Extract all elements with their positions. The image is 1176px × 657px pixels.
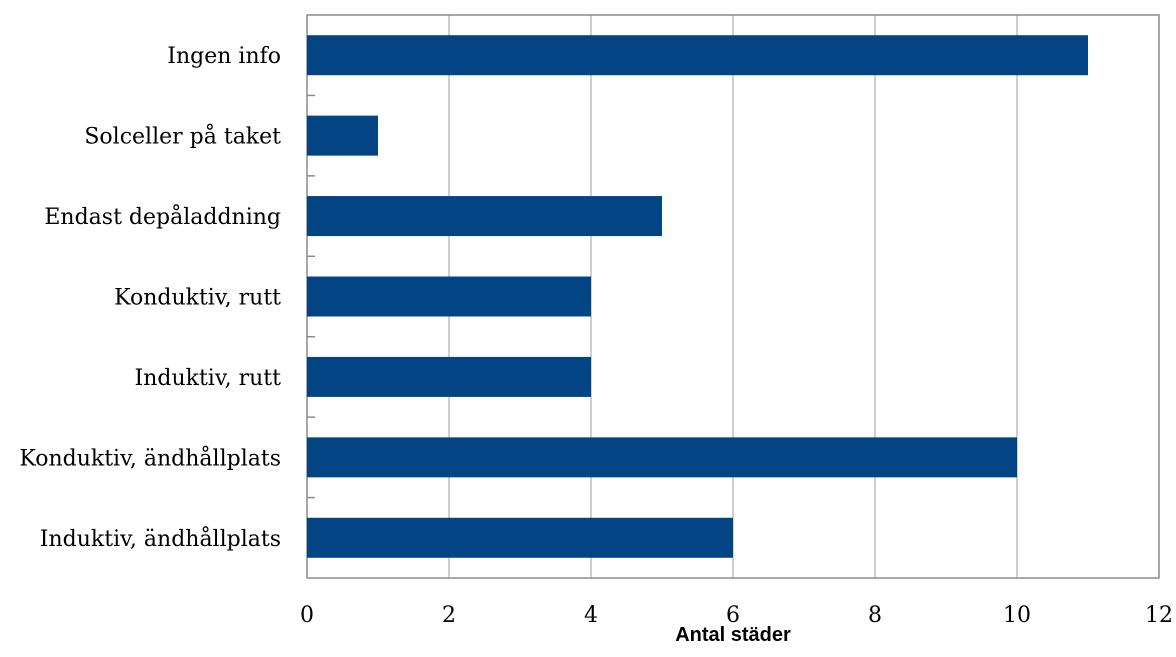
- x-tick-label: 4: [584, 603, 598, 628]
- category-label: Endast depåladdning: [44, 203, 281, 230]
- category-label: Induktiv, ändhållplats: [40, 525, 281, 552]
- gridlines: [448, 15, 1018, 578]
- category-label: Konduktiv, rutt: [114, 286, 281, 311]
- x-tick-label: 6: [726, 603, 740, 628]
- bar: [307, 35, 1088, 76]
- y-axis-ticks: [307, 94, 315, 499]
- x-tick-label: 2: [442, 603, 456, 628]
- x-axis-title: Antal städer: [675, 624, 791, 646]
- category-label: Induktiv, rutt: [135, 366, 282, 391]
- category-label: Solceller på taket: [84, 123, 281, 150]
- category-label: Ingen info: [167, 44, 281, 69]
- category-label: Konduktiv, ändhållplats: [19, 444, 281, 471]
- x-tick-label: 0: [300, 603, 314, 628]
- x-tick-label: 12: [1145, 603, 1173, 628]
- x-tick-labels: 0 2 4 6 8 10 12: [300, 603, 1173, 628]
- bars: [307, 35, 1088, 558]
- x-tick-label: 8: [868, 603, 882, 628]
- x-tick-label: 10: [1003, 603, 1031, 628]
- bar: [307, 115, 378, 156]
- bar: [307, 196, 662, 237]
- bar: [307, 517, 733, 558]
- bar: [307, 356, 591, 397]
- bar: [307, 437, 1017, 478]
- category-labels: Ingen info Solceller på taket Endast depål…: [19, 44, 281, 552]
- bar: [307, 276, 591, 317]
